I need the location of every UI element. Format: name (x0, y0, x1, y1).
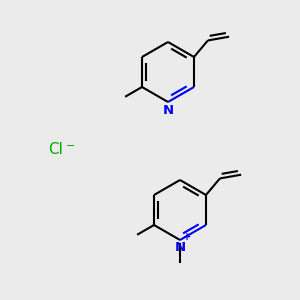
Text: −: − (66, 140, 75, 151)
Text: N: N (174, 241, 186, 254)
Text: N: N (162, 103, 174, 116)
Text: Cl: Cl (48, 142, 63, 158)
Text: +: + (182, 232, 191, 242)
